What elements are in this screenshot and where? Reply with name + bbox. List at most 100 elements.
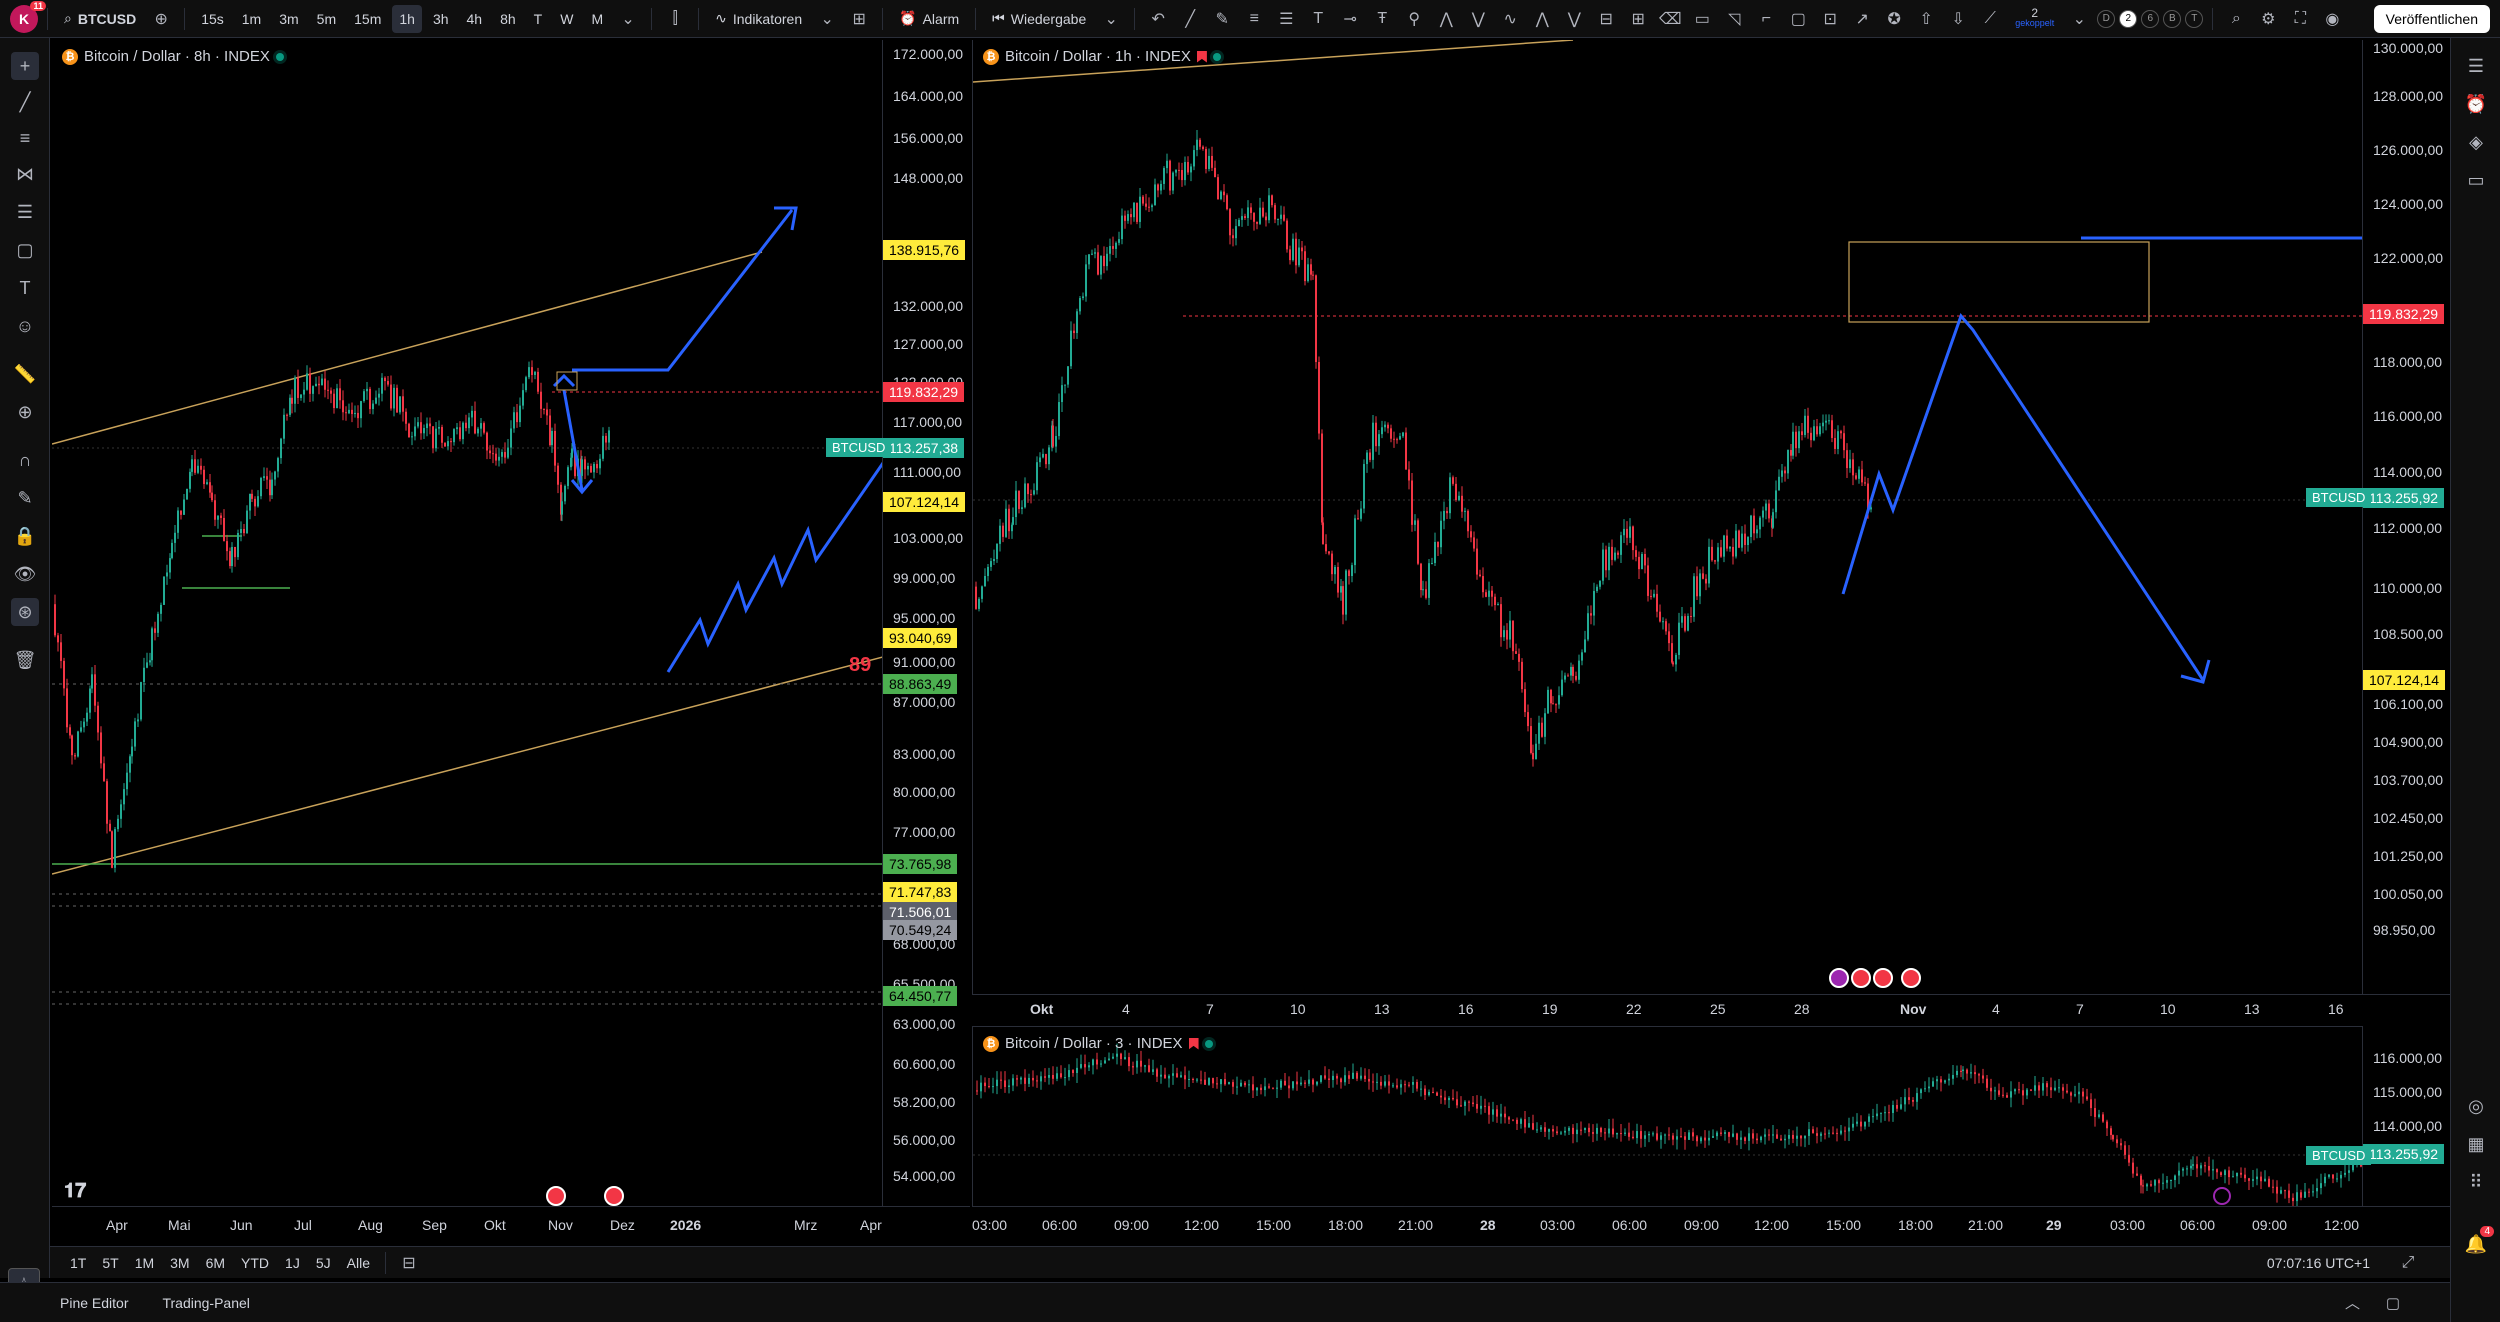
- chat-icon[interactable]: ▭: [2467, 169, 2485, 190]
- left-chart-canvas[interactable]: [52, 40, 970, 1206]
- flag-icon[interactable]: [1188, 1037, 1199, 1050]
- target-icon[interactable]: ◎: [2468, 1095, 2484, 1116]
- interval-8h[interactable]: 8h: [500, 10, 516, 27]
- forecast-icon[interactable]: ↗: [1855, 10, 1869, 28]
- alerts-clock-icon[interactable]: ⏰: [2464, 93, 2488, 114]
- layout-option-2[interactable]: 2: [2119, 9, 2138, 28]
- range-3m[interactable]: 3M: [170, 1254, 190, 1271]
- layout-grid-icon[interactable]: ⊞: [852, 10, 866, 28]
- sync-globe-icon[interactable]: ⊛: [11, 598, 39, 626]
- economic-event-icon[interactable]: [1901, 968, 1921, 988]
- trend-line-icon[interactable]: ╱: [19, 91, 31, 112]
- left-time-axis[interactable]: Apr Mai Jun Jul Aug Sep Okt Nov Dez 2026 Mrz Apr: [52, 1206, 970, 1244]
- right-chart-pane[interactable]: ₿ Bitcoin / Dollar · 1h · INDEX A L: [972, 40, 2450, 994]
- calendar-icon[interactable]: ▦: [2467, 1133, 2485, 1154]
- range-6m[interactable]: 6M: [205, 1254, 226, 1271]
- left-chart-pane[interactable]: ₿ Bitcoin / Dollar · 8h · INDEX 89 A L 𝟏…: [52, 40, 970, 1206]
- flag-icon[interactable]: [1196, 50, 1207, 63]
- star-icon[interactable]: ✪: [1887, 10, 1901, 28]
- left-price-axis[interactable]: 172.000,00 164.000,00 156.000,00 148.000,00…: [882, 40, 970, 1206]
- interval-15m[interactable]: 15m: [354, 10, 382, 27]
- brush-icon[interactable]: ✎: [1215, 10, 1229, 28]
- layout-option-6[interactable]: 6: [2141, 9, 2160, 28]
- camera-icon[interactable]: ◉: [2325, 10, 2340, 28]
- layout-option-b[interactable]: B: [2163, 9, 2182, 28]
- expand-icon[interactable]: ⤢: [2401, 1253, 2415, 1271]
- layout-option-t[interactable]: T: [2185, 9, 2204, 28]
- stay-drawing-icon[interactable]: ✎: [17, 487, 33, 508]
- projection-icon[interactable]: ⊡: [1823, 10, 1837, 28]
- trash-icon[interactable]: 🗑: [13, 649, 37, 670]
- pitchfork-icon[interactable]: ≡: [1249, 9, 1259, 27]
- apps-grid-icon[interactable]: ⠿: [2469, 1171, 2483, 1192]
- economic-event-icon[interactable]: [546, 1186, 566, 1206]
- chevron-down-icon[interactable]: ⌄: [2072, 10, 2086, 28]
- abcd-pattern-icon[interactable]: ⋁: [1471, 10, 1485, 28]
- wave-icon[interactable]: ∿: [1503, 10, 1517, 28]
- arrow-down-icon[interactable]: ⇩: [1951, 10, 1965, 28]
- crosshair-icon[interactable]: +: [11, 52, 39, 80]
- indicators-button[interactable]: ∿ Indikatoren: [708, 5, 809, 33]
- range-1y[interactable]: 1J: [285, 1254, 300, 1271]
- elliott-wave-icon[interactable]: ⋀: [1535, 10, 1549, 28]
- alarm-button[interactable]: ⏰ Alarm: [892, 5, 966, 33]
- interval-3h[interactable]: 3h: [432, 10, 449, 27]
- layout-button[interactable]: 2 gekoppelt: [2008, 5, 2061, 33]
- interval-5m[interactable]: 5m: [316, 10, 337, 27]
- interval-3m[interactable]: 3m: [279, 10, 299, 27]
- callout-icon[interactable]: ▭: [1694, 10, 1710, 28]
- interval-day[interactable]: T: [533, 10, 543, 27]
- chevron-down-icon[interactable]: ⌄: [1104, 10, 1118, 28]
- range-ytd[interactable]: YTD: [241, 1254, 270, 1271]
- arrow-up-icon[interactable]: ⇧: [1919, 10, 1933, 28]
- interval-month[interactable]: M: [591, 10, 604, 27]
- economic-event-icon[interactable]: [1851, 968, 1871, 988]
- replay-button[interactable]: ⏮ Wiedergabe: [985, 5, 1093, 33]
- economic-event-icon[interactable]: [604, 1186, 624, 1206]
- text-size-icon[interactable]: Ŧ: [1377, 9, 1388, 27]
- quick-search-icon[interactable]: ⌕: [2231, 9, 2241, 27]
- add-symbol-icon[interactable]: ⊕: [154, 10, 168, 28]
- interval-week[interactable]: W: [560, 10, 574, 27]
- range-1d[interactable]: 1T: [70, 1254, 87, 1271]
- range-5y[interactable]: 5J: [315, 1254, 331, 1271]
- range-all[interactable]: Alle: [346, 1254, 370, 1271]
- correction-wave-icon[interactable]: ⋁: [1567, 10, 1581, 28]
- bottom-time-axis[interactable]: 03:00 06:00 09:00 12:00 15:00 18:00 21:00 28 03:…: [972, 1206, 2450, 1244]
- event-lightning-icon[interactable]: [1829, 968, 1849, 988]
- path-icon[interactable]: ⌐: [1761, 9, 1771, 27]
- lock-icon[interactable]: 🔒: [13, 525, 37, 546]
- chevron-down-icon[interactable]: ⌄: [621, 10, 635, 28]
- fullscreen-icon[interactable]: ⛶: [2294, 9, 2306, 27]
- pattern-tool-icon[interactable]: ⋈: [16, 163, 34, 184]
- line-tool-icon[interactable]: ╱: [1185, 10, 1196, 28]
- interval-15s[interactable]: 15s: [201, 10, 224, 27]
- event-lightning-icon[interactable]: [2213, 1187, 2231, 1205]
- short-position-icon[interactable]: ⊞: [1631, 10, 1645, 28]
- tab-trading-panel[interactable]: Trading-Panel: [162, 1294, 250, 1311]
- text-tool-icon[interactable]: T: [19, 277, 31, 298]
- magnet-icon[interactable]: ∩: [18, 449, 32, 470]
- range-5d[interactable]: 5T: [102, 1254, 119, 1271]
- eye-icon[interactable]: 👁: [13, 563, 37, 584]
- right-chart-canvas[interactable]: [973, 40, 2450, 994]
- pin-icon[interactable]: ⚲: [1408, 10, 1421, 28]
- chevron-up-icon[interactable]: ︿: [2344, 1295, 2360, 1312]
- interval-1h[interactable]: 1h: [392, 4, 422, 33]
- notifications-bell-icon[interactable]: 🔔 4: [2462, 1226, 2494, 1258]
- tab-pine-editor[interactable]: Pine Editor: [60, 1294, 129, 1311]
- watchlist-icon[interactable]: ☰: [2467, 55, 2485, 76]
- long-position-icon[interactable]: ⊟: [1599, 10, 1613, 28]
- economic-event-icon[interactable]: [1873, 968, 1893, 988]
- maximize-icon[interactable]: ▢: [2385, 1294, 2400, 1312]
- goto-date-icon[interactable]: ⊟: [402, 1254, 416, 1272]
- layout-option-d[interactable]: D: [2097, 9, 2116, 28]
- layers-icon[interactable]: ◈: [2469, 131, 2483, 152]
- bottom-price-axis[interactable]: 116.000,00 115.000,00 114.000,00 113.255,92: [2362, 1026, 2450, 1206]
- bottom-chart-pane[interactable]: ₿ Bitcoin / Dollar · 3 · INDEX A L: [972, 1026, 2450, 1206]
- eraser-icon[interactable]: ⌫: [1658, 10, 1682, 28]
- range-1m[interactable]: 1M: [134, 1254, 155, 1271]
- chevron-down-icon[interactable]: ⌄: [820, 10, 834, 28]
- right-price-axis[interactable]: 130.000,00 128.000,00 126.000,00 124.000,00…: [2362, 40, 2450, 994]
- undo-icon[interactable]: ↶: [1151, 10, 1165, 28]
